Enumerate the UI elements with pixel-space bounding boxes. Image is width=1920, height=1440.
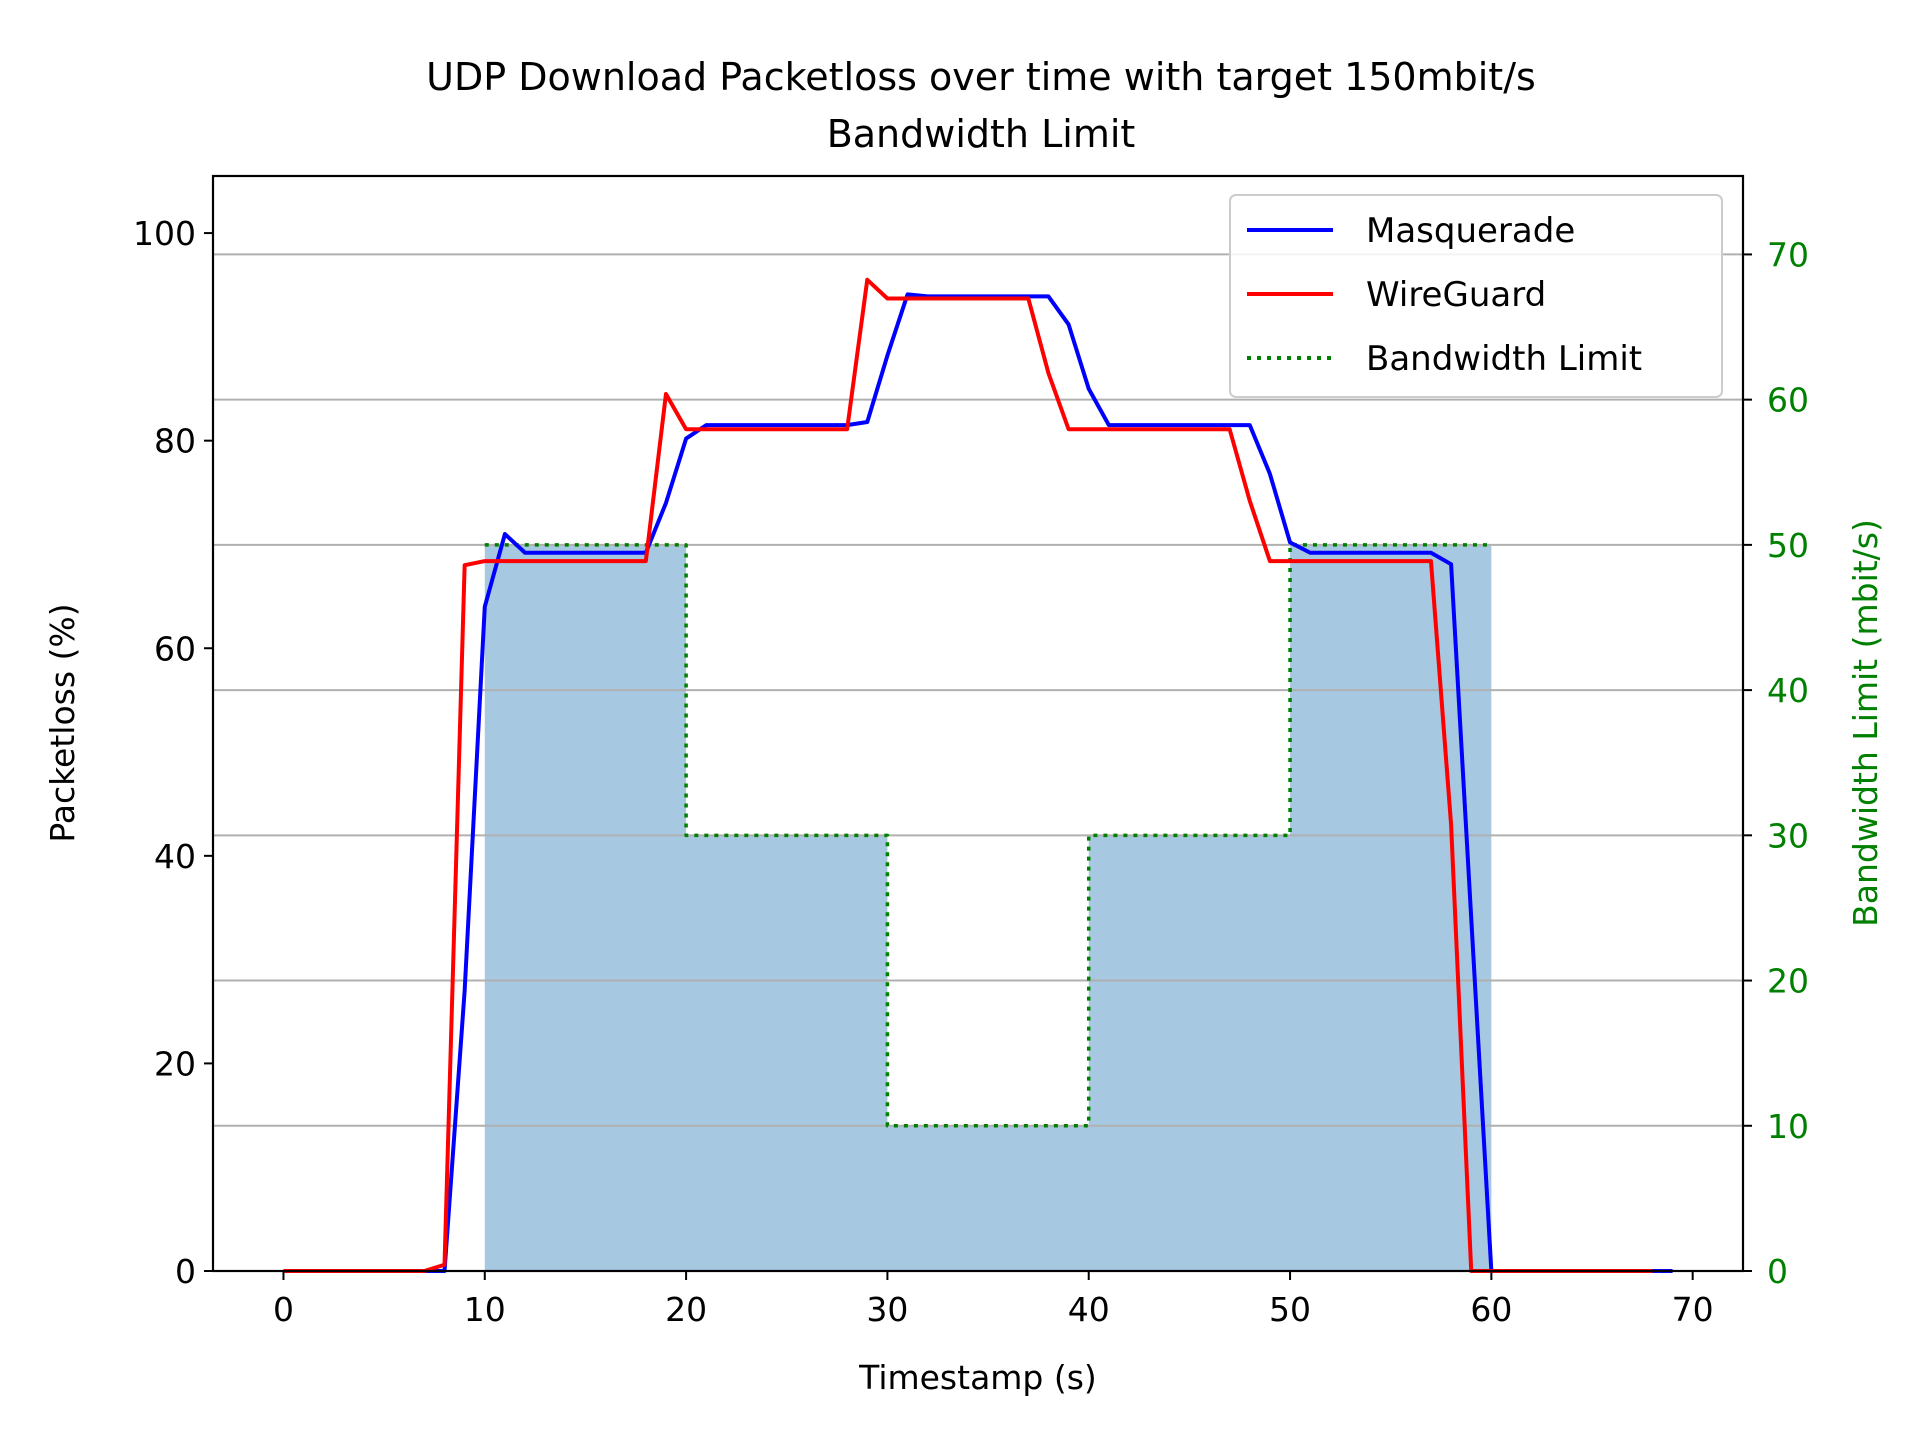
y-axis-ticks: 0 20 40 60 80 100 <box>133 214 213 1291</box>
y2-axis-label: Bandwidth Limit (mbit/s) <box>1846 519 1885 927</box>
y-tick-label: 20 <box>154 1044 196 1083</box>
legend-box <box>1229 194 1723 398</box>
chart-title-line-1: UDP Download Packetloss over time with t… <box>426 55 1536 99</box>
x-tick-label: 60 <box>1470 1290 1512 1329</box>
y2-tick-label: 10 <box>1767 1107 1809 1146</box>
bandwidth-fill-layer <box>484 544 1492 1271</box>
y-tick-label: 0 <box>175 1252 196 1291</box>
x-tick-label: 20 <box>665 1290 707 1329</box>
y2-tick-label: 40 <box>1767 671 1809 710</box>
y2-tick-label: 60 <box>1767 381 1809 420</box>
grid-layer <box>213 253 1743 1127</box>
series-layer <box>283 277 1673 1273</box>
y-tick-label: 100 <box>133 214 196 253</box>
y2-tick-label: 70 <box>1767 235 1809 274</box>
y-axis-label: Packetloss (%) <box>43 603 82 842</box>
x-tick-label: 40 <box>1068 1290 1110 1329</box>
y2-axis-ticks: 0 10 20 30 40 50 60 70 <box>1743 235 1809 1291</box>
x-tick-label: 10 <box>464 1290 506 1329</box>
legend-label-masquerade: Masquerade <box>1366 211 1575 251</box>
legend-label-wireguard: WireGuard <box>1366 275 1546 315</box>
x-tick-label: 30 <box>866 1290 908 1329</box>
x-axis-label: Timestamp (s) <box>858 1358 1097 1397</box>
bandwidth-limit-fill <box>484 544 1492 1271</box>
y2-tick-label: 0 <box>1767 1252 1788 1291</box>
y2-tick-label: 20 <box>1767 962 1809 1001</box>
series-line-bandwidth-limit <box>484 543 1492 1128</box>
series-line-wireguard <box>283 277 1653 1273</box>
y2-tick-label: 30 <box>1767 816 1809 855</box>
chart-title-line-2: Bandwidth Limit <box>827 112 1136 156</box>
series-line-masquerade <box>283 292 1673 1273</box>
x-tick-label: 0 <box>273 1290 294 1329</box>
y-tick-label: 60 <box>154 629 196 668</box>
x-tick-label: 70 <box>1672 1290 1714 1329</box>
x-axis-ticks: 0 10 20 30 40 50 60 70 <box>273 1271 1714 1329</box>
y-tick-label: 40 <box>154 837 196 876</box>
x-tick-label: 50 <box>1269 1290 1311 1329</box>
plot-frame <box>211 174 1745 1273</box>
legend: Masquerade WireGuard Bandwidth Limit <box>1229 194 1723 398</box>
legend-label-bandwidth-limit: Bandwidth Limit <box>1366 339 1642 379</box>
y2-tick-label: 50 <box>1767 526 1809 565</box>
y-tick-label: 80 <box>154 422 196 461</box>
